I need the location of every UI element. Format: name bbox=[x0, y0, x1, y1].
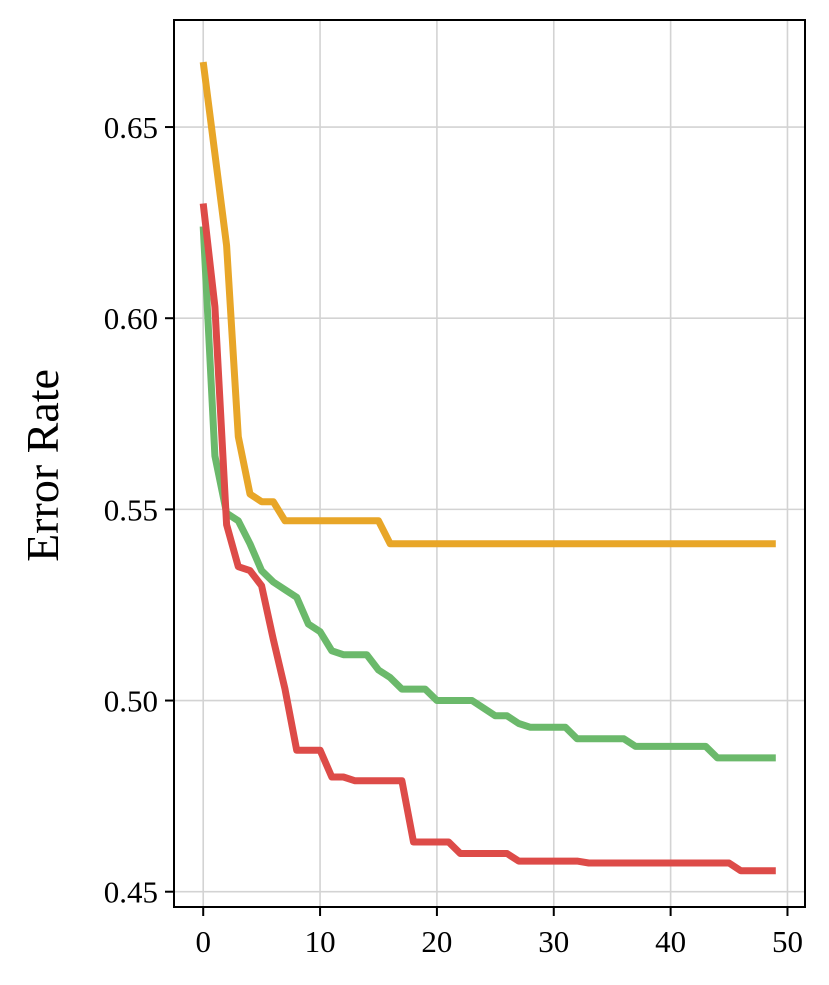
x-axis: 0 10 20 30 40 50 bbox=[195, 907, 803, 959]
x-tick-label: 50 bbox=[772, 924, 803, 959]
y-axis-label: Error Rate bbox=[17, 369, 68, 562]
series-line-1 bbox=[199, 61, 776, 548]
plot-frame bbox=[173, 19, 806, 908]
y-tick-label: 0.65 bbox=[104, 110, 158, 145]
x-tick-label: 0 bbox=[195, 924, 211, 959]
y-tick-label: 0.45 bbox=[104, 875, 158, 910]
y-tick-label: 0.50 bbox=[104, 684, 158, 719]
x-tick-label: 40 bbox=[655, 924, 686, 959]
series-line-2 bbox=[199, 226, 776, 762]
series-group bbox=[199, 61, 776, 875]
y-tick-label: 0.55 bbox=[104, 492, 158, 527]
x-tick-label: 20 bbox=[421, 924, 452, 959]
grid-lines bbox=[174, 20, 805, 907]
series-line-3 bbox=[199, 203, 776, 875]
x-tick-label: 30 bbox=[538, 924, 569, 959]
y-axis: 0.45 0.50 0.55 0.60 0.65 bbox=[104, 110, 174, 910]
x-tick-label: 10 bbox=[305, 924, 336, 959]
y-tick-label: 0.60 bbox=[104, 301, 158, 336]
